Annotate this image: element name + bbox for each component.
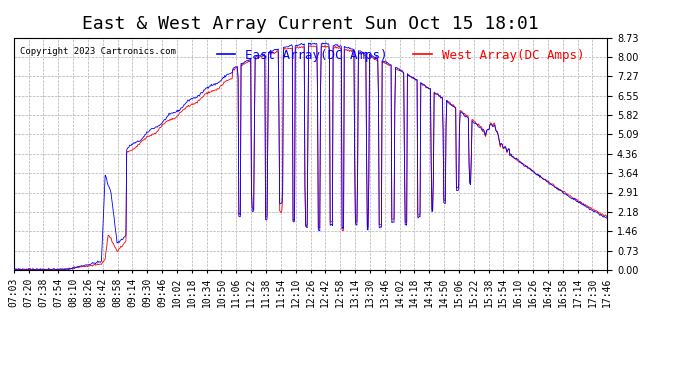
Text: Copyright 2023 Cartronics.com: Copyright 2023 Cartronics.com (20, 47, 176, 56)
Legend: East Array(DC Amps), West Array(DC Amps): East Array(DC Amps), West Array(DC Amps) (212, 44, 589, 67)
Title: East & West Array Current Sun Oct 15 18:01: East & West Array Current Sun Oct 15 18:… (82, 15, 539, 33)
